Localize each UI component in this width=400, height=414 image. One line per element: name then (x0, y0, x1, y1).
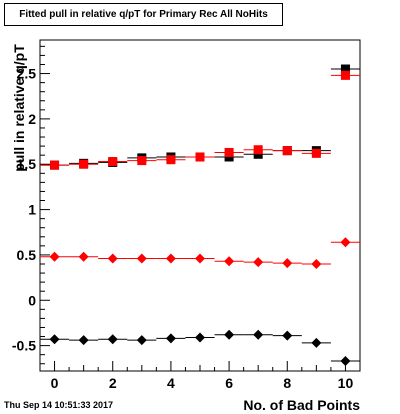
y-tick-label: 2.5 (17, 66, 37, 82)
data-point (282, 146, 292, 156)
x-tick-label: 8 (283, 375, 291, 391)
x-axis-label: No. of Bad Points (243, 397, 360, 413)
data-point (49, 251, 60, 262)
data-point (78, 335, 89, 346)
data-point (224, 147, 234, 157)
data-point (50, 160, 60, 170)
timestamp: Thu Sep 14 10:51:33 2017 (4, 400, 114, 410)
data-point (224, 152, 234, 162)
data-point (195, 253, 205, 264)
chart-title-box: Fitted pull in relative q/pT for Primary… (4, 3, 283, 26)
data-point (137, 156, 147, 166)
y-axis-label: pull in relative q/pT (11, 44, 27, 172)
data-point (108, 157, 118, 167)
data-point (311, 148, 321, 158)
x-tick-label: 2 (109, 375, 117, 391)
chart-title: Fitted pull in relative q/pT for Primary… (19, 9, 268, 20)
data-point (165, 253, 176, 264)
axes: 0 2 4 6 8 10 -0.5 0 0.5 1 1.5 2 2.5 (12, 45, 361, 391)
data-point (282, 258, 293, 269)
y-tick-label: -0.5 (12, 338, 36, 354)
data-point (224, 329, 235, 340)
data-point (49, 334, 60, 345)
x-tick-label: 6 (225, 375, 233, 391)
data-point (282, 330, 293, 341)
data-series-group (40, 237, 360, 269)
x-tick-label: 0 (51, 375, 59, 391)
y-tick-label: 0 (28, 292, 36, 308)
y-tick-label: 1.5 (17, 156, 37, 172)
data-point (79, 159, 89, 169)
data-point (311, 258, 322, 269)
y-tick-label: 2 (28, 111, 36, 127)
data-point (166, 155, 176, 165)
data-point (253, 149, 263, 159)
y-tick-label: 1 (28, 202, 36, 218)
data-point (107, 334, 118, 345)
y-tick-label: 0.5 (17, 247, 37, 263)
data-point (253, 257, 264, 268)
x-tick-label: 4 (167, 375, 175, 391)
data-point (136, 253, 147, 264)
data-point (253, 329, 264, 340)
data-point (136, 335, 147, 346)
data-series (40, 64, 360, 367)
data-point (340, 356, 351, 367)
data-point (107, 253, 118, 264)
data-point (224, 256, 235, 267)
data-point (311, 337, 322, 348)
data-point (165, 333, 176, 344)
data-point (195, 152, 205, 162)
data-point (340, 70, 350, 80)
data-series-group (40, 329, 360, 367)
x-tick-label: 10 (338, 375, 354, 391)
plot-frame (39, 39, 361, 372)
data-point (340, 237, 351, 248)
data-point (340, 64, 350, 74)
data-series-group (40, 70, 360, 170)
data-point (78, 251, 89, 262)
data-point (253, 145, 263, 155)
data-point (195, 332, 205, 343)
